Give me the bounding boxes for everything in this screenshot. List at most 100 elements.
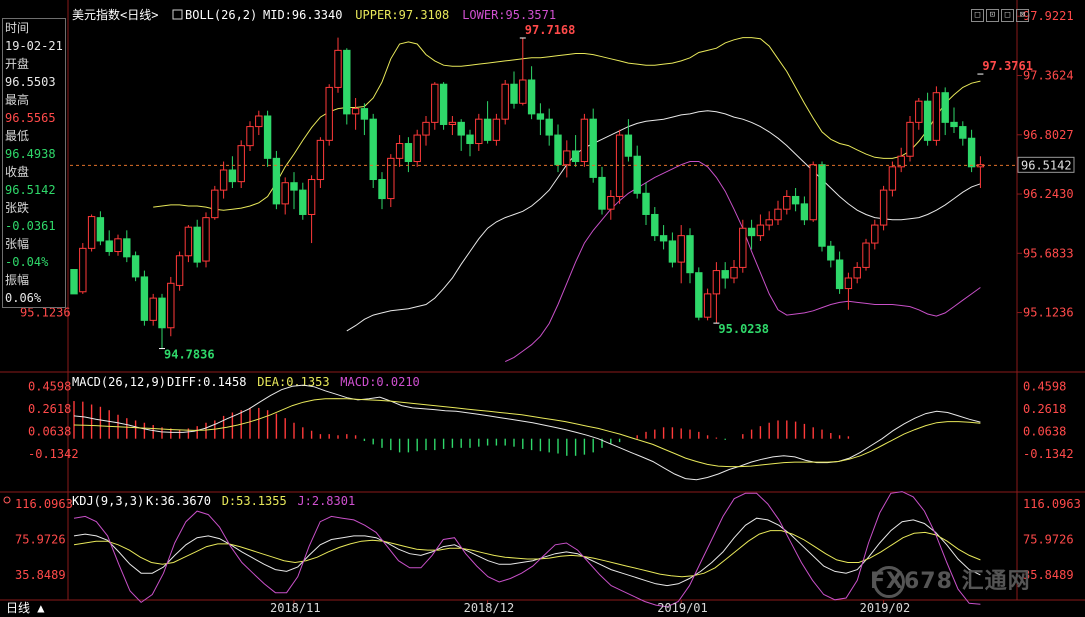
candle-body: [633, 155, 641, 194]
candle-body: [202, 217, 210, 262]
candle-body: [563, 150, 571, 166]
candle-body: [272, 157, 281, 205]
candle-body: [791, 195, 800, 205]
candle-body: [915, 100, 923, 123]
kdj-y-tick-label: 75.9726: [1023, 532, 1074, 546]
maximize-icon[interactable]: ⊡: [986, 9, 999, 22]
info-label: 张跌: [5, 201, 30, 215]
candle-body: [624, 134, 633, 157]
candle-body: [959, 126, 967, 139]
candle-body: [923, 100, 932, 141]
candle-body: [607, 195, 615, 210]
macd-y-tick-label: 0.0638: [1023, 424, 1066, 438]
candle-body: [263, 115, 272, 159]
candle-body: [879, 189, 888, 226]
candle-body: [712, 270, 721, 295]
candle-body: [703, 293, 712, 318]
price-annotation: 95.0238: [718, 322, 769, 336]
y-tick-label: 96.2430: [1023, 187, 1074, 201]
info-value: 96.5565: [5, 111, 56, 125]
indicator-name: BOLL(26,2): [185, 8, 257, 22]
candle-body: [387, 157, 395, 200]
y-tick-label: 95.1236: [1023, 306, 1074, 320]
info-value: 96.5503: [5, 75, 56, 89]
kdj-d-line: [73, 530, 981, 578]
candle-body: [105, 240, 113, 253]
y-tick-label: 95.6833: [1023, 246, 1074, 260]
candle-body: [281, 182, 289, 205]
candle-body: [677, 235, 685, 263]
macd-y-tick-label: 0.0638: [28, 424, 71, 438]
candle-body: [589, 118, 597, 178]
info-label: 振幅: [5, 273, 30, 287]
candle-body: [783, 195, 791, 210]
kdj-y-tick-label: 35.8489: [15, 568, 66, 582]
candle-body: [695, 272, 703, 318]
kdj-y-tick-label: 116.0963: [15, 497, 73, 511]
info-label: 最低: [5, 129, 30, 143]
candle-body: [545, 118, 553, 136]
boll-mid-line: [346, 110, 981, 332]
candle-body: [290, 182, 298, 191]
candle-body: [307, 179, 316, 215]
x-tick-label: 2019/02: [860, 601, 911, 615]
candle-body: [404, 143, 413, 163]
candle-body: [774, 208, 782, 221]
macd-y-tick-label: 0.4598: [28, 379, 71, 393]
macd-y-tick-label: -0.1342: [1023, 447, 1074, 461]
candle-body: [844, 277, 853, 290]
candle-body: [369, 118, 377, 181]
price-annotation: 94.7836: [164, 348, 215, 362]
price-annotation: 97.7168: [525, 23, 576, 37]
last-price-box: [1017, 156, 1075, 173]
kdj-d-value: D:53.1355: [222, 494, 287, 508]
kdj-j-value: J:2.8301: [297, 494, 355, 508]
kdj-k-value: K:36.3670: [146, 494, 211, 508]
candle-body: [739, 227, 747, 268]
candle-body: [642, 192, 650, 215]
candle-body: [747, 227, 756, 237]
candle-body: [897, 155, 905, 168]
candle-body: [510, 83, 518, 104]
info-value: 96.5142: [5, 183, 56, 197]
candle-body: [651, 213, 659, 237]
candle-body: [246, 126, 254, 147]
macd-dea-line: [73, 398, 981, 468]
candle-body: [818, 164, 826, 247]
candle-body: [114, 238, 122, 253]
candle-body: [483, 118, 492, 141]
boll-upper-value: UPPER:97.3108: [355, 8, 449, 22]
kdj-settings-icon: [3, 496, 11, 504]
period-selector-button[interactable]: 日线 ▲: [6, 601, 45, 615]
candle-body: [888, 166, 897, 191]
candle-body: [659, 235, 668, 242]
restore-icon[interactable]: □: [971, 9, 984, 22]
candle-body: [439, 83, 448, 125]
candle-body: [158, 297, 166, 329]
candle-body: [950, 121, 958, 128]
minimize-icon[interactable]: □: [1001, 9, 1014, 22]
candle-body: [932, 92, 941, 141]
candle-body: [334, 49, 342, 88]
candle-body: [598, 176, 606, 210]
y-tick-label: 96.8027: [1023, 128, 1074, 142]
y-tick-label: 97.3624: [1023, 69, 1074, 83]
x-tick-label: 2018/12: [464, 601, 515, 615]
boll-upper-line: [153, 37, 981, 211]
candle-body: [721, 270, 729, 279]
candle-body: [299, 189, 307, 215]
candle-body: [219, 169, 228, 191]
close-icon[interactable]: ⊠: [1016, 9, 1029, 22]
candle-body: [343, 49, 351, 115]
candle-body: [325, 86, 333, 141]
candle-body: [255, 115, 263, 128]
candle-body: [131, 255, 140, 278]
macd-dea-value: DEA:0.1353: [257, 375, 329, 389]
info-value: -0.04%: [5, 255, 49, 269]
y-tick-label: 97.9221: [1023, 9, 1074, 23]
candle-body: [378, 179, 386, 200]
info-value: 19-02-21: [5, 39, 63, 53]
info-label: 时间: [5, 21, 30, 35]
candle-body: [571, 150, 580, 163]
